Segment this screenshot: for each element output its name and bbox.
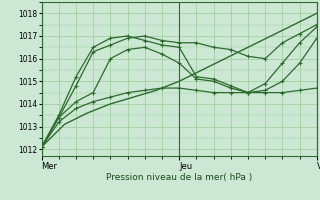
X-axis label: Pression niveau de la mer( hPa ): Pression niveau de la mer( hPa ) bbox=[106, 173, 252, 182]
